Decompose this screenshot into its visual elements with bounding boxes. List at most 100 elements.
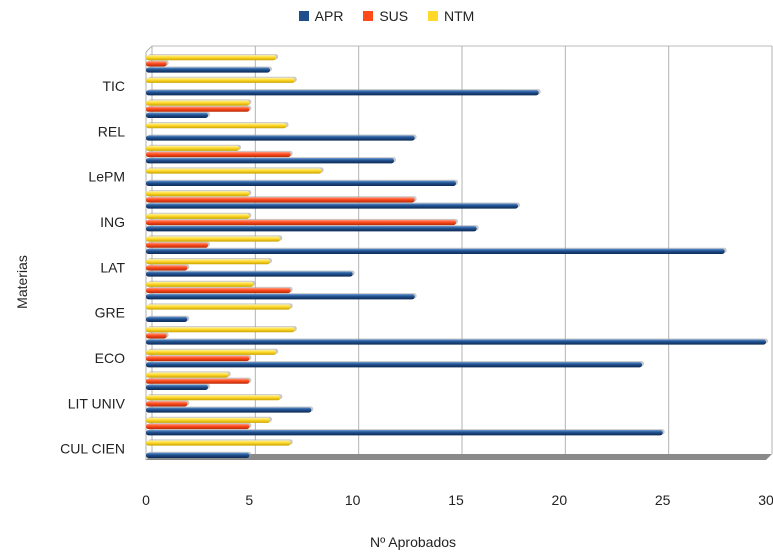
bar-ntm (146, 326, 297, 333)
bar-body (146, 158, 394, 164)
bar-apr (146, 338, 768, 345)
x-tick-label: 10 (345, 492, 361, 508)
plot-floor (146, 454, 772, 460)
category-label: LAT (100, 259, 125, 275)
bar-body (146, 327, 295, 333)
bars (146, 54, 768, 458)
bar-body (146, 242, 208, 248)
category-label: ECO (95, 350, 125, 366)
bar-apr (146, 270, 355, 277)
bar-apr (146, 429, 665, 436)
bar-body (146, 259, 270, 265)
bar-apr (146, 66, 272, 73)
bar-body (146, 248, 725, 254)
x-tick-label: 5 (245, 492, 253, 508)
bar-body (146, 333, 167, 339)
category-label: LePM (88, 169, 125, 185)
bar-ntm (146, 394, 283, 401)
y-axis-title: Materias (14, 255, 30, 309)
bar-apr (146, 202, 520, 209)
bar-apr (146, 111, 210, 118)
bar-sus (146, 105, 252, 112)
legend-swatch-sus (363, 11, 374, 21)
bar-body (146, 401, 188, 407)
x-tick-label: 20 (552, 492, 568, 508)
x-tick-labels: 0 5 10 15 20 25 30 (142, 492, 773, 508)
bar-ntm (146, 99, 252, 106)
bar-body (146, 265, 188, 271)
bar-apr (146, 293, 417, 300)
bar-apr (146, 315, 190, 322)
left-axis-top (145, 45, 153, 53)
bar-body (146, 417, 270, 423)
category-label: GRE (95, 305, 125, 321)
bar-body (146, 281, 254, 287)
bar-apr (146, 383, 210, 390)
x-tick-label: 25 (655, 492, 671, 508)
legend-item-ntm: NTM (428, 8, 474, 24)
bar-body (146, 423, 250, 430)
bar-ntm (146, 371, 231, 378)
bar-ntm (146, 122, 289, 129)
bar-sus (146, 218, 458, 226)
bar-body (146, 90, 539, 96)
floor-surface (146, 454, 772, 460)
bar-ntm (146, 76, 297, 83)
legend-label-ntm: NTM (444, 8, 475, 24)
bar-sus (146, 400, 190, 407)
bar-body (146, 67, 270, 73)
bar-ntm (146, 167, 324, 174)
bar-body (146, 226, 477, 232)
bar-ntm (146, 144, 241, 151)
bar-ntm (146, 190, 252, 197)
bar-body (146, 384, 208, 390)
bar-body (146, 349, 277, 355)
bar-apr (146, 157, 396, 164)
bar-body (146, 287, 291, 294)
bar-sus (146, 422, 252, 430)
legend-label-sus: SUS (379, 8, 409, 24)
category-label: LIT UNIV (68, 395, 126, 411)
bar-apr (146, 247, 727, 254)
x-tick-label: 0 (142, 492, 150, 508)
bar-body (146, 151, 291, 158)
bar-body (146, 219, 456, 226)
bar-ntm (146, 280, 256, 287)
bar-body (146, 180, 456, 186)
bar-body (146, 362, 642, 368)
bar-body (146, 316, 188, 322)
bar-sus (146, 286, 293, 294)
bar-body (146, 55, 277, 61)
x-tick-label: 30 (758, 492, 773, 508)
bar-body (146, 145, 239, 151)
bar-body (146, 294, 415, 300)
category-label: REL (98, 123, 125, 139)
bar-apr (146, 225, 479, 232)
bar-sus (146, 241, 210, 248)
bar-body (146, 395, 281, 401)
bar-body (146, 304, 291, 310)
bar-body (146, 430, 663, 436)
category-label: CUL CIEN (60, 441, 125, 457)
legend-item-sus: SUS (363, 8, 408, 24)
legend-swatch-ntm (428, 11, 439, 21)
bar-ntm (146, 303, 293, 310)
bar-apr (146, 451, 252, 458)
legend-item-apr: APR (298, 8, 343, 24)
bar-sus (146, 196, 417, 203)
bar-apr (146, 179, 458, 186)
bar-body (146, 378, 250, 384)
bar-ntm (146, 439, 293, 446)
bar-sus (146, 354, 252, 362)
bar-body (146, 355, 250, 362)
bar-body (146, 452, 250, 458)
bar-body (146, 197, 415, 203)
bar-sus (146, 150, 293, 158)
bar-apr (146, 406, 314, 413)
bar-body (146, 123, 287, 129)
bar-body (146, 407, 312, 413)
category-labels: CUL CIEN LIT UNIV ECO GRE LAT ING LePM REL TIC (60, 78, 125, 457)
x-axis-title: Nº Aprobados (370, 534, 456, 550)
bar-body (146, 440, 291, 446)
